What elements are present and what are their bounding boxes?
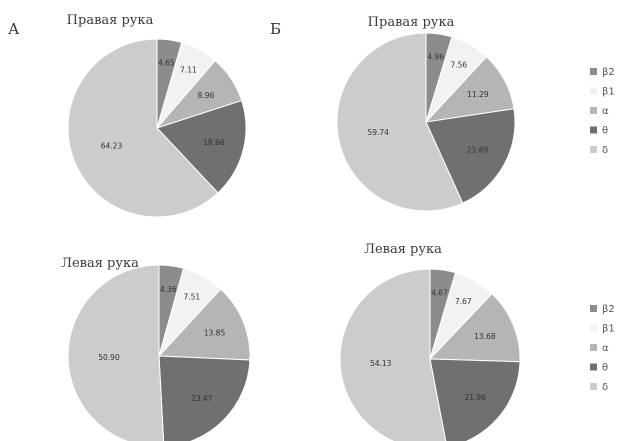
legend-swatch-beta2: [590, 305, 597, 312]
legend-swatch-theta: [590, 126, 597, 134]
title-b-left-hand: Левая рука: [364, 242, 442, 257]
slice-label-beta1: 7.56: [450, 60, 467, 69]
pie-slice-theta: [425, 108, 516, 204]
slice-label-delta: 64.23: [101, 142, 123, 151]
pie-slice-alpha: [428, 293, 521, 363]
slice-label-beta1: 7.11: [180, 66, 197, 75]
slice-label-theta: 21.96: [464, 393, 486, 402]
pie-slice-alpha: [157, 288, 251, 361]
legend-label-alpha: α: [602, 106, 609, 117]
panel-letter-a: А: [8, 20, 20, 38]
slice-label-theta: 23.47: [191, 394, 213, 403]
legend-top: β2 β1 αθδ: [590, 67, 615, 156]
legend-swatch-delta: [590, 146, 597, 153]
legend-label-beta2: β2: [602, 304, 615, 315]
legend-label-delta: δ: [602, 145, 608, 156]
slice-label-beta2: 4.65: [158, 58, 175, 67]
slice-label-theta: 21.69: [467, 146, 489, 155]
legend-label-theta: θ: [602, 126, 608, 137]
slice-label-delta: 54.13: [370, 359, 392, 368]
pie-slice-theta: [156, 99, 247, 194]
title-b-right-hand: Правая рука: [368, 15, 455, 30]
slice-label-alpha: 13.68: [474, 332, 496, 341]
pie-slice-delta: [67, 38, 219, 218]
legend-swatch-theta: [590, 363, 597, 371]
slice-label-beta1: 7.51: [183, 293, 200, 302]
legend-label-alpha: α: [602, 343, 609, 354]
pie-slice-theta: [429, 358, 521, 441]
legend-swatch-beta1: [590, 87, 597, 95]
pie-chart-a-left-hand: 4.36 7.51 13.85 23.47 50.90: [67, 264, 251, 441]
slice-label-delta: 50.90: [98, 353, 120, 362]
slice-label-beta1: 7.67: [455, 297, 472, 306]
title-a-left-hand: Левая рука: [61, 256, 139, 271]
slice-label-delta: 59.74: [367, 128, 389, 137]
pie-chart-a-right-hand: 4.65 7.11 8.96 18.66 64.23: [67, 38, 247, 218]
pie-chart-b-right-hand: 4.96 7.56 11.29 21.69 59.74: [336, 32, 516, 212]
legend-swatch-alpha: [590, 107, 597, 114]
slice-label-beta2: 4.67: [431, 289, 448, 298]
slice-label-beta2: 4.36: [160, 285, 177, 294]
legend-swatch-delta: [590, 383, 597, 390]
slice-label-theta: 18.66: [203, 138, 225, 147]
pie-slice-theta: [158, 355, 251, 441]
legend-label-beta1: β1: [602, 87, 615, 98]
legend-label-delta: δ: [602, 382, 608, 393]
pie-chart-b-left-hand: 4.67 7.67 13.68 21.96 54.13: [339, 268, 521, 441]
legend-label-beta2: β2: [602, 67, 615, 78]
slice-label-alpha: 8.96: [198, 91, 215, 100]
slice-label-beta2: 4.96: [427, 52, 444, 61]
slice-label-alpha: 13.85: [204, 329, 226, 338]
legend-swatch-alpha: [590, 344, 597, 351]
legend-swatch-beta2: [590, 68, 597, 75]
legend-bottom: β2 β1 αθδ: [590, 304, 615, 393]
legend-label-beta1: β1: [602, 324, 615, 335]
legend-label-theta: θ: [602, 363, 608, 374]
panel-letter-b: Б: [270, 20, 281, 38]
pie-slice-delta: [336, 32, 464, 212]
legend-swatch-beta1: [590, 324, 597, 332]
title-a-right-hand: Правая рука: [67, 13, 154, 28]
pie-slice-delta: [339, 268, 447, 441]
slice-label-alpha: 11.29: [467, 90, 489, 99]
